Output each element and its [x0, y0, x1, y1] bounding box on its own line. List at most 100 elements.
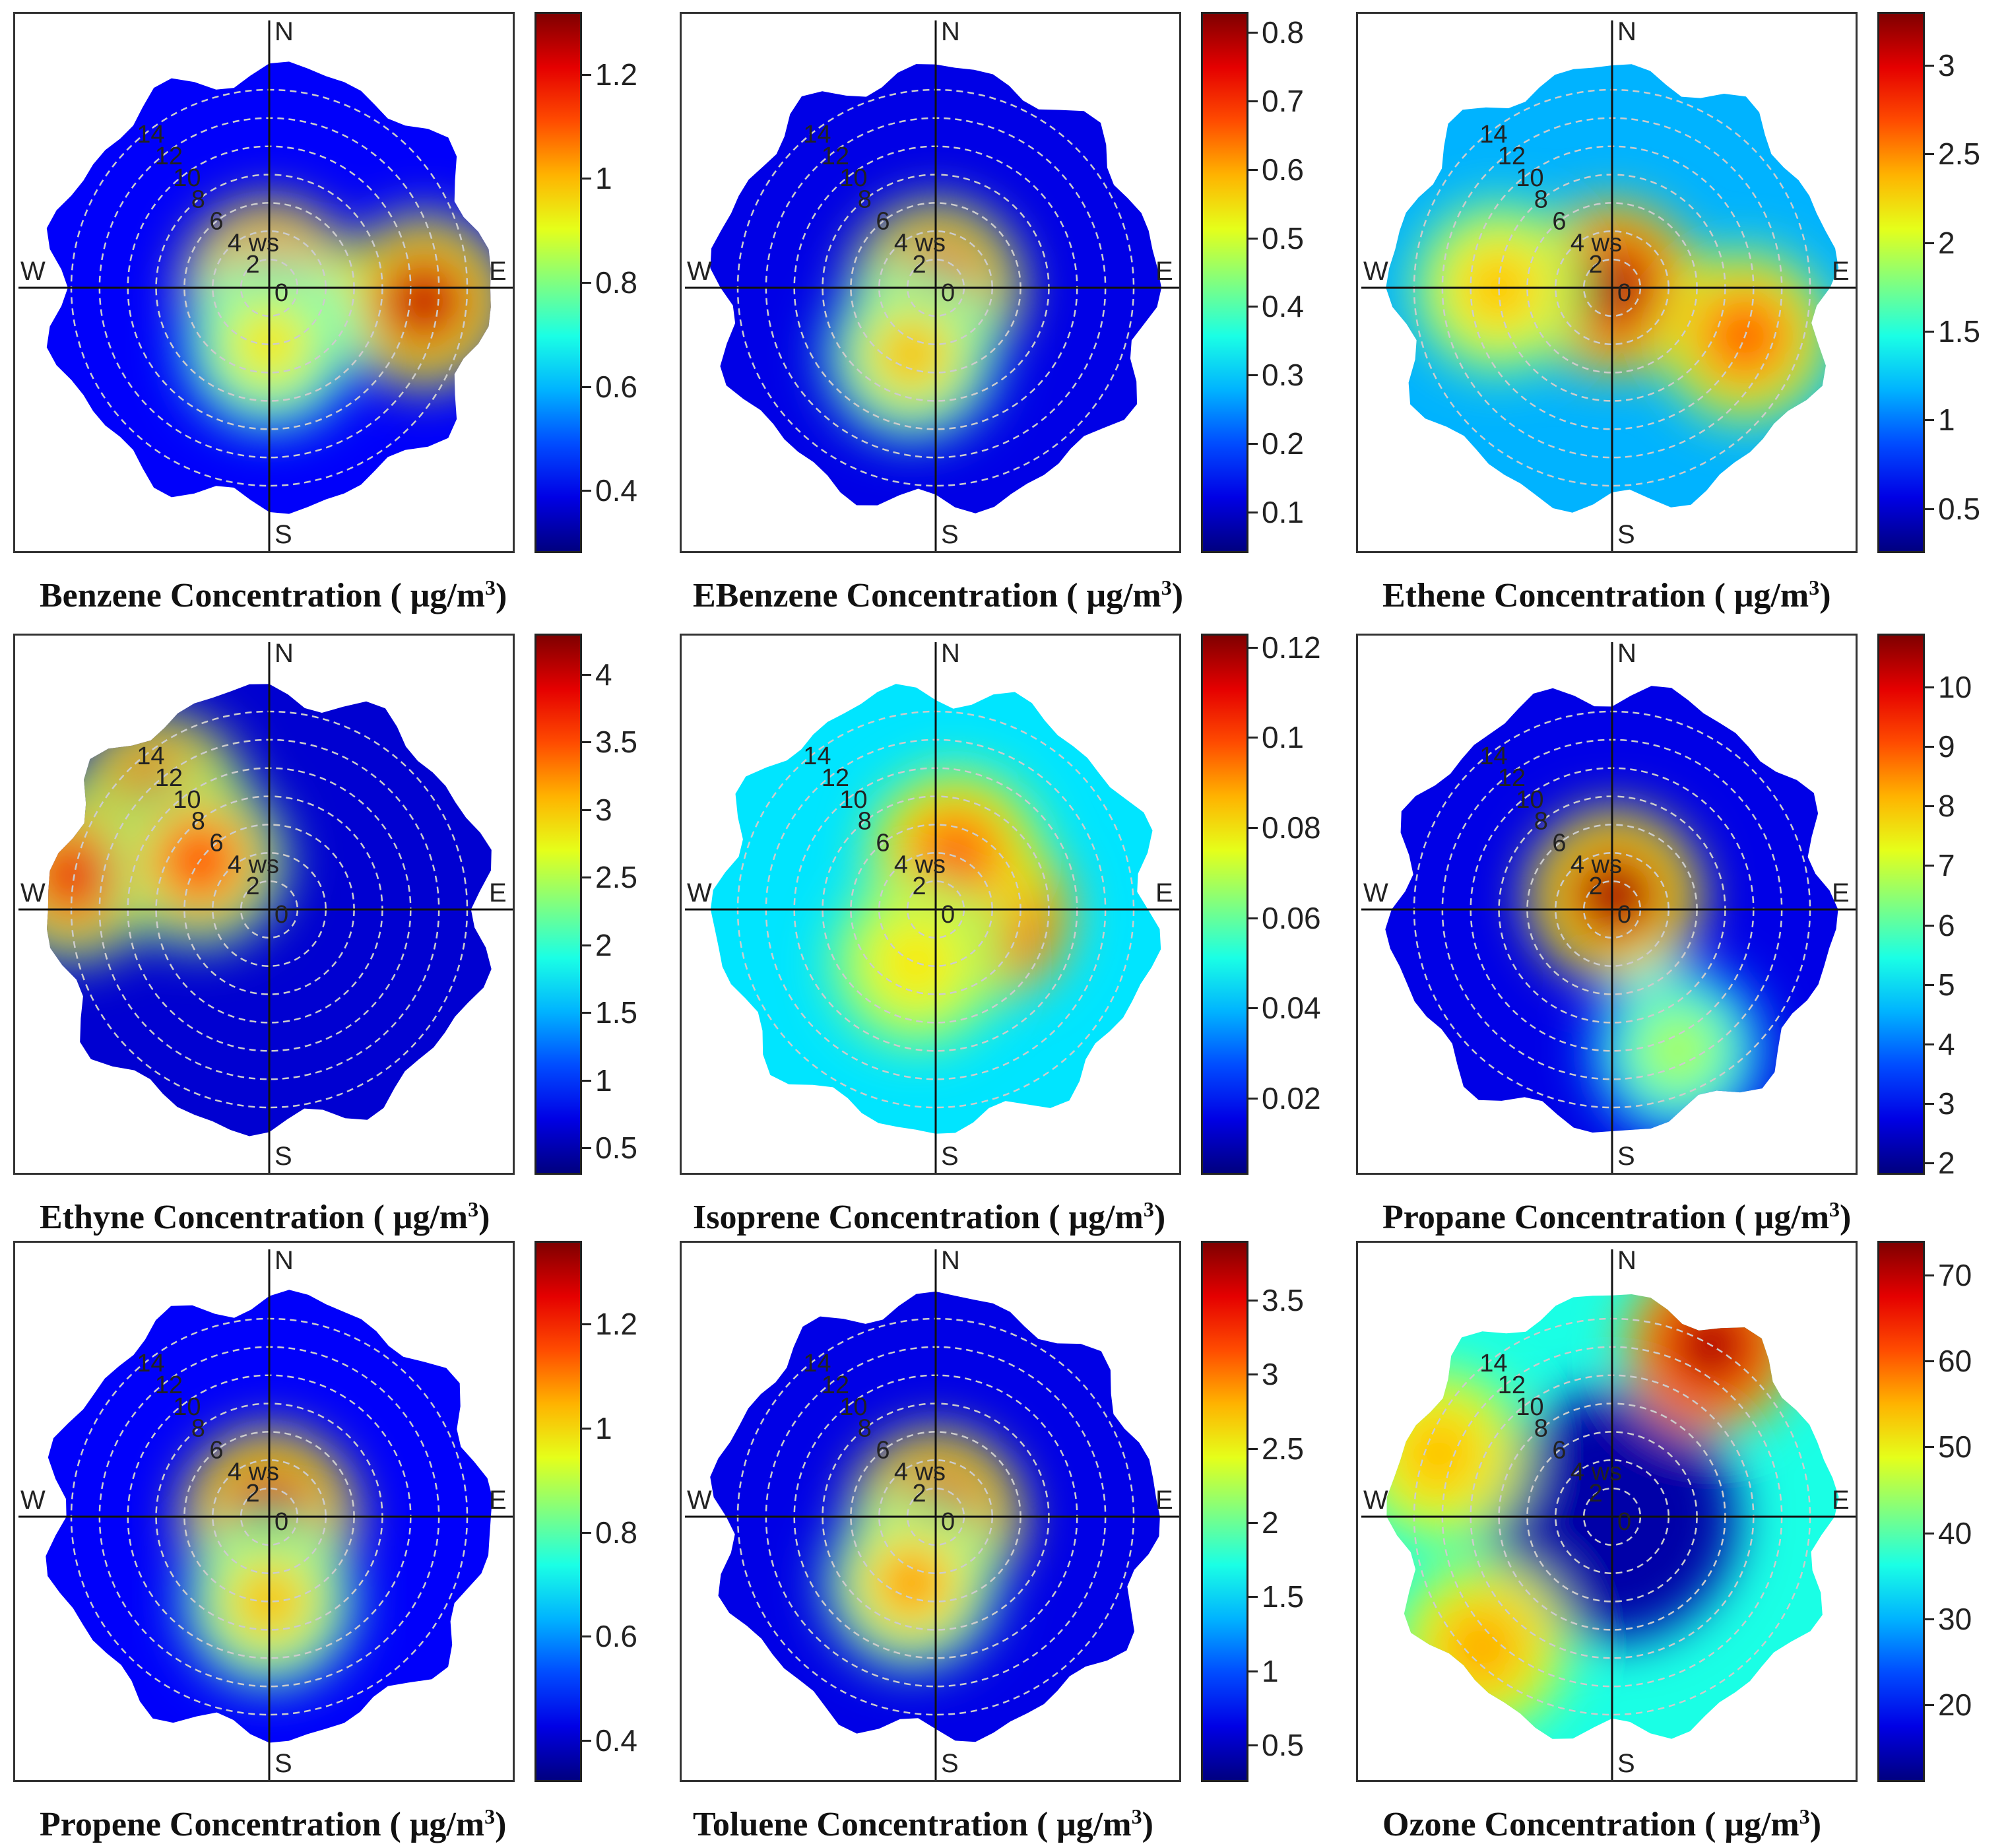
colorbar-tick-label: 2 [1938, 1145, 1955, 1180]
wind-speed-ring-label: 12 [822, 143, 849, 170]
colorbar-tick [1248, 1299, 1258, 1302]
caption-unit-superscript: 3 [1131, 1804, 1142, 1828]
compass-label: S [275, 1142, 292, 1171]
colorbar-tick-label: 50 [1938, 1430, 1972, 1465]
wind-speed-ring-label: 8 [191, 808, 205, 836]
colorbar-tick-label: 0.02 [1262, 1080, 1321, 1115]
colorbar [1201, 1241, 1248, 1782]
colorbar-tick-label: 0.7 [1262, 83, 1304, 118]
wind-speed-ring-label: 10 [839, 1393, 867, 1421]
colorbar-tick [1925, 1618, 1934, 1620]
colorbar-tick-label: 3 [1938, 1086, 1955, 1121]
caption-species: Propane [1382, 1199, 1514, 1236]
colorbar-tick-label: 0.12 [1262, 630, 1321, 665]
colorbar-tick [582, 1739, 591, 1742]
wind-speed-ring-label: 6 [1552, 208, 1566, 236]
colorbar [534, 1241, 582, 1782]
colorbar-tick [1925, 983, 1934, 986]
wind-speed-ring-label: 12 [822, 1371, 849, 1399]
compass-label: N [275, 1246, 294, 1275]
wind-speed-ring-label: 14 [803, 1350, 831, 1377]
colorbar-tick [1248, 917, 1258, 919]
colorbar [1201, 12, 1248, 553]
caption-species: Propene [40, 1806, 170, 1843]
compass-label: S [1617, 1749, 1635, 1778]
colorbar-tick [582, 741, 591, 743]
panel-caption: Propene Concentration ( μg/m3) [40, 1804, 699, 1844]
colorbar-tick-label: 2.5 [1938, 137, 1980, 172]
wind-speed-ring-label: 10 [173, 1393, 201, 1421]
concentration-hotspot [1403, 1417, 1476, 1490]
colorbar-tick-label: 1.5 [595, 995, 637, 1030]
caption-close: ) [1153, 1199, 1166, 1236]
wind-speed-origin-label: 0 [1617, 1508, 1631, 1536]
compass-label: N [275, 639, 294, 668]
compass-label: N [1617, 639, 1636, 668]
caption-species: Toluene [693, 1806, 817, 1843]
compass-label: E [1155, 257, 1173, 286]
colorbar-tick-label: 1 [595, 1063, 612, 1098]
colorbar-tick-label: 3 [1262, 1357, 1279, 1392]
wind-speed-ring-label: 14 [137, 121, 164, 148]
caption-unit: Concentration ( μg/m [170, 577, 486, 614]
panel-caption: Ethyne Concentration ( μg/m3) [40, 1197, 699, 1237]
panel-caption: Ethene Concentration ( μg/m3) [1382, 576, 2008, 615]
wind-speed-ring-label: 2 [1589, 251, 1603, 279]
colorbar-tick [1248, 1596, 1258, 1599]
colorbar-tick-label: 8 [1938, 789, 1955, 824]
colorbar-tick [1248, 1447, 1258, 1450]
wind-speed-ring-label: 8 [1534, 1415, 1548, 1443]
concentration-hotspot [1446, 1610, 1518, 1683]
concentration-hotspot [875, 317, 948, 391]
colorbar-tick [1248, 1744, 1258, 1746]
colorbar-tick-label: 0.6 [595, 1619, 637, 1654]
caption-species: Ethene [1382, 577, 1494, 614]
colorbar-tick-label: 0.4 [595, 1723, 637, 1758]
colorbar-tick [1925, 1162, 1934, 1164]
colorbar-tick [582, 178, 591, 180]
panel-caption: Benzene Concentration ( μg/m3) [40, 576, 699, 615]
compass-label: E [1155, 1486, 1173, 1515]
wind-speed-ring-label: 12 [155, 143, 183, 170]
colorbar-tick-label: 30 [1938, 1601, 1972, 1636]
colorbar-tick-label: 0.5 [1262, 220, 1304, 255]
colorbar [1877, 1241, 1925, 1782]
compass-label: E [489, 257, 507, 286]
colorbar [534, 634, 582, 1175]
wind-speed-ring-label: 6 [876, 208, 890, 236]
colorbar-tick [1925, 419, 1934, 422]
wind-speed-ring-label: 10 [1516, 164, 1543, 192]
wind-speed-origin-label: 0 [275, 1508, 288, 1536]
colorbar-tick [1248, 1521, 1258, 1524]
concentration-hotspot [387, 265, 461, 338]
wind-speed-ring-label: 4 ws [228, 851, 279, 878]
colorbar-tick [1925, 805, 1934, 808]
compass-label: W [1363, 878, 1388, 908]
wind-speed-ring-label: 8 [858, 808, 872, 836]
caption-unit: Concentration ( μg/m [1494, 577, 1809, 614]
wind-speed-ring-label: 14 [1479, 121, 1507, 148]
wind-speed-origin-label: 0 [275, 901, 288, 929]
colorbar-tick [1248, 646, 1258, 649]
colorbar-tick [1248, 237, 1258, 240]
wind-speed-ring-label: 4 ws [228, 229, 279, 257]
wind-speed-ring-label: 12 [822, 764, 849, 792]
wind-speed-ring-label: 2 [913, 873, 926, 900]
compass-label: E [1832, 257, 1850, 286]
colorbar-tick [1248, 168, 1258, 171]
colorbar-tick-label: 0.5 [1938, 491, 1980, 526]
colorbar-tick-label: 2.5 [595, 860, 637, 894]
colorbar-tick [1925, 1102, 1934, 1105]
wind-speed-ring-label: 12 [1498, 1371, 1526, 1399]
panel-caption: Ozone Concentration ( μg/m3) [1382, 1804, 2008, 1844]
